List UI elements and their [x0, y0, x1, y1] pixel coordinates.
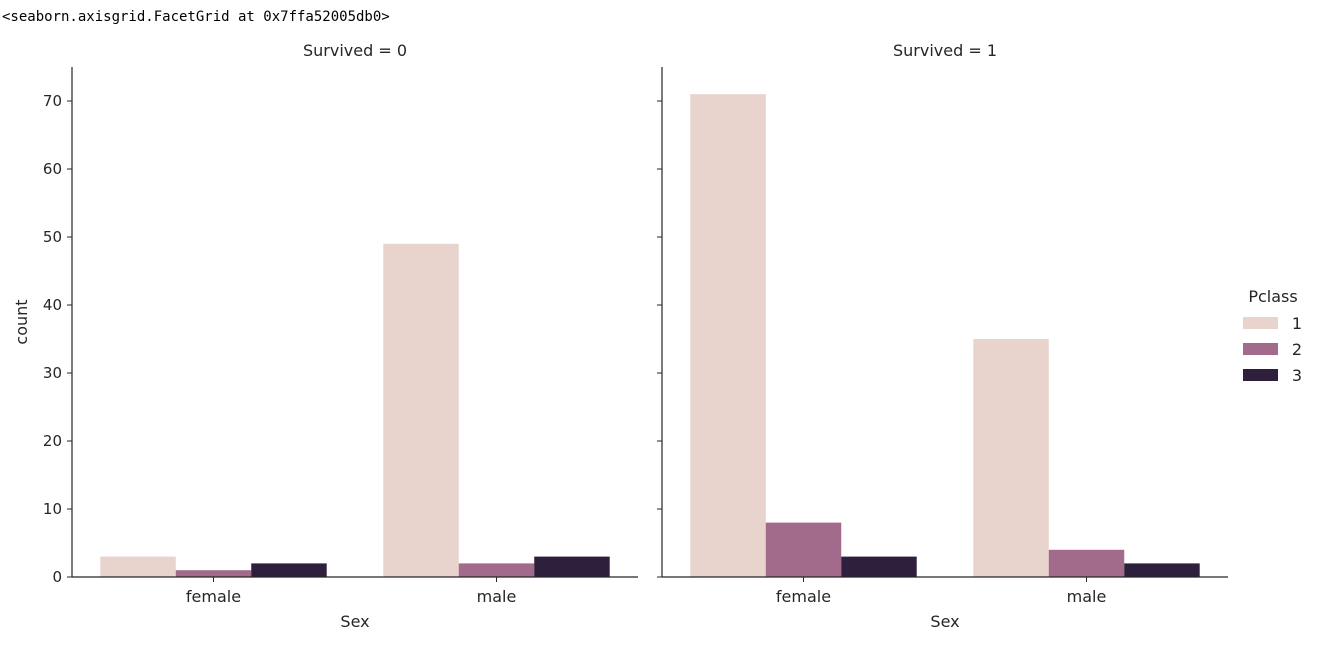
output-repr-text: <seaborn.axisgrid.FacetGrid at 0x7ffa520…	[2, 9, 390, 25]
x-tick-label: male	[477, 587, 517, 606]
bar-female-pclass-2	[175, 570, 252, 577]
bar-male-pclass-2	[458, 563, 535, 577]
bar-female-pclass-2	[765, 522, 842, 577]
bar-female-pclass-1	[690, 94, 766, 577]
bar-female-pclass-1	[100, 556, 176, 577]
y-tick-label: 70	[43, 92, 62, 110]
x-axis-label-right: Sex	[930, 612, 959, 631]
bar-male-pclass-3	[534, 556, 610, 577]
bar-female-pclass-3	[251, 563, 327, 577]
legend-swatch-2	[1243, 343, 1278, 355]
bar-male-pclass-1	[383, 243, 459, 578]
bar-female-pclass-3	[841, 556, 917, 577]
x-tick-label: female	[186, 587, 241, 606]
y-tick-label: 60	[43, 160, 62, 178]
y-tick-label: 50	[43, 228, 62, 246]
facet-title: Survived = 0	[303, 41, 407, 60]
legend-entry-3: 3	[1292, 366, 1302, 385]
bar-male-pclass-2	[1048, 549, 1125, 577]
legend-swatch-1	[1243, 317, 1278, 329]
y-tick-label: 0	[52, 568, 62, 586]
x-tick-label: male	[1067, 587, 1107, 606]
y-axis-label: count	[12, 299, 31, 344]
facet-survived-1: Survived = 1 female male	[657, 41, 1228, 606]
x-axis-label-left: Sex	[340, 612, 369, 631]
legend-title: Pclass	[1248, 287, 1297, 306]
bar-male-pclass-1	[973, 339, 1049, 577]
facet-title: Survived = 1	[893, 41, 997, 60]
y-tick-label: 20	[43, 432, 62, 450]
y-tick-label: 40	[43, 296, 62, 314]
legend-swatch-3	[1243, 369, 1278, 381]
bar-male-pclass-3	[1124, 563, 1200, 577]
legend: Pclass 1 2 3	[1243, 287, 1302, 385]
facet-survived-0: Survived = 0 0 10 20 30 40 50 60 70 female male	[43, 41, 638, 606]
y-tick-label: 10	[43, 500, 62, 518]
legend-entry-1: 1	[1292, 314, 1302, 333]
y-tick-label: 30	[43, 364, 62, 382]
legend-entry-2: 2	[1292, 340, 1302, 359]
x-tick-label: female	[776, 587, 831, 606]
